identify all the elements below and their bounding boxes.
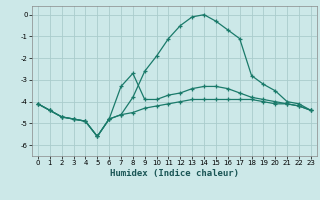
X-axis label: Humidex (Indice chaleur): Humidex (Indice chaleur): [110, 169, 239, 178]
